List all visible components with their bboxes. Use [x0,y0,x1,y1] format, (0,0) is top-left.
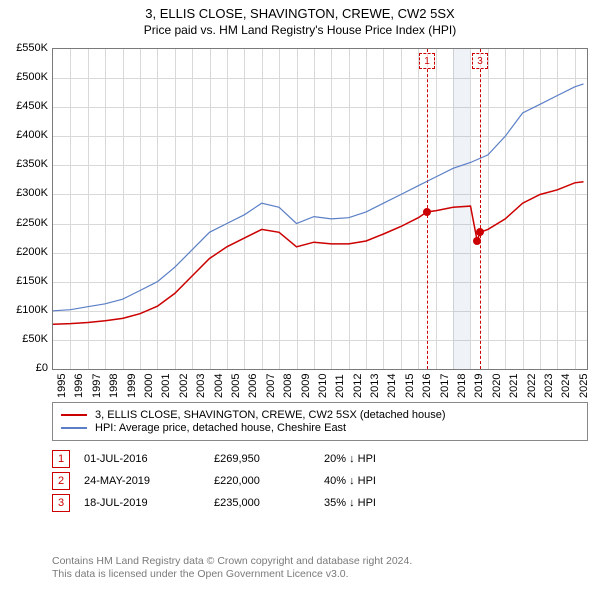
xtick-label: 2004 [213,374,225,398]
legend-item-hpi: HPI: Average price, detached house, Ches… [61,422,579,434]
sales-table: 1 01-JUL-2016£269,95020% ↓ HPI 2 24-MAY-201… [52,446,588,516]
xtick-label: 2007 [265,374,277,398]
xtick-label: 2022 [526,374,538,398]
sale-row-marker: 3 [52,494,70,512]
xtick-label: 2006 [247,374,259,398]
xtick-label: 2020 [491,374,503,398]
sale-row: 2 24-MAY-2019£220,00040% ↓ HPI [52,472,588,490]
ytick-label: £100K [0,304,48,316]
xtick-label: 2019 [473,374,485,398]
ytick-label: £50K [0,333,48,345]
legend-item-price-paid: 3, ELLIS CLOSE, SHAVINGTON, CREWE, CW2 5… [61,409,579,421]
sale-dot [476,228,484,236]
sale-row-marker: 2 [52,472,70,490]
ytick-label: £300K [0,187,48,199]
chart-svg [53,49,587,369]
sale-marker-box: 3 [472,53,488,69]
ytick-label: £450K [0,100,48,112]
legend-label-hpi: HPI: Average price, detached house, Ches… [95,422,346,434]
ytick-label: £400K [0,129,48,141]
xtick-label: 1998 [108,374,120,398]
xtick-label: 2025 [578,374,590,398]
xtick-label: 2011 [334,374,346,398]
xtick-label: 1996 [73,374,85,398]
xtick-label: 2001 [160,374,172,398]
series-hpi [53,84,584,311]
sale-row: 3 18-JUL-2019£235,00035% ↓ HPI [52,494,588,512]
xtick-label: 2000 [143,374,155,398]
ytick-label: £350K [0,158,48,170]
xtick-label: 2012 [352,374,364,398]
sale-delta: 35% ↓ HPI [324,497,434,509]
xtick-label: 2003 [195,374,207,398]
attribution-line1: Contains HM Land Registry data © Crown c… [52,555,412,569]
series-price_paid [53,182,584,325]
sale-dot [423,208,431,216]
xtick-label: 2008 [282,374,294,398]
ytick-label: £550K [0,42,48,54]
xtick-label: 2021 [508,374,520,398]
plot-area: 13 [52,48,588,370]
sale-price: £220,000 [214,475,324,487]
legend-swatch-hpi [61,427,87,429]
title-sub: Price paid vs. HM Land Registry's House … [0,23,600,37]
xtick-label: 2009 [300,374,312,398]
legend-swatch-price-paid [61,414,87,416]
xtick-label: 2024 [560,374,572,398]
ytick-label: £0 [0,362,48,374]
ytick-label: £150K [0,275,48,287]
chart-titles: 3, ELLIS CLOSE, SHAVINGTON, CREWE, CW2 5… [0,0,600,37]
attribution: Contains HM Land Registry data © Crown c… [52,555,412,582]
sale-marker-box: 1 [419,53,435,69]
xtick-label: 2014 [386,374,398,398]
sale-date: 24-MAY-2019 [84,475,214,487]
sale-price: £235,000 [214,497,324,509]
sale-row: 1 01-JUL-2016£269,95020% ↓ HPI [52,450,588,468]
xtick-label: 2015 [404,374,416,398]
attribution-line2: This data is licensed under the Open Gov… [52,568,412,582]
xtick-label: 2018 [456,374,468,398]
xtick-label: 2010 [317,374,329,398]
xtick-label: 2013 [369,374,381,398]
ytick-label: £200K [0,246,48,258]
sale-price: £269,950 [214,453,324,465]
xtick-label: 1997 [91,374,103,398]
sale-date: 18-JUL-2019 [84,497,214,509]
xtick-label: 2016 [421,374,433,398]
sale-delta: 40% ↓ HPI [324,475,434,487]
chart-container: 3, ELLIS CLOSE, SHAVINGTON, CREWE, CW2 5… [0,0,600,590]
legend: 3, ELLIS CLOSE, SHAVINGTON, CREWE, CW2 5… [52,402,588,441]
xtick-label: 2023 [543,374,555,398]
title-main: 3, ELLIS CLOSE, SHAVINGTON, CREWE, CW2 5… [0,6,600,21]
sale-delta: 20% ↓ HPI [324,453,434,465]
xtick-label: 2002 [178,374,190,398]
xtick-label: 1995 [56,374,68,398]
ytick-label: £250K [0,217,48,229]
xtick-label: 1999 [126,374,138,398]
sale-row-marker: 1 [52,450,70,468]
legend-label-price-paid: 3, ELLIS CLOSE, SHAVINGTON, CREWE, CW2 5… [95,409,446,421]
sale-dot [473,237,481,245]
sale-date: 01-JUL-2016 [84,453,214,465]
ytick-label: £500K [0,71,48,83]
xtick-label: 2017 [439,374,451,398]
xtick-label: 2005 [230,374,242,398]
